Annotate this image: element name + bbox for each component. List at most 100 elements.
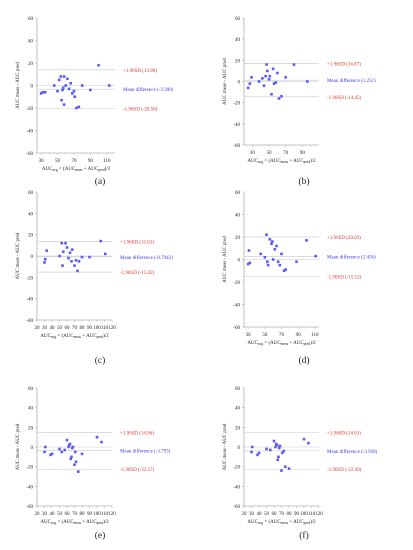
x-axis-label-subscript: avg xyxy=(258,342,263,346)
data-point xyxy=(264,74,267,78)
upper-loa-label: +1.96SD (16.87) xyxy=(327,63,361,68)
y-tick-label: 20 xyxy=(28,426,34,431)
data-point xyxy=(246,86,250,90)
data-point xyxy=(268,74,272,78)
data-point xyxy=(265,233,268,237)
y-tick-label: 60 xyxy=(235,387,241,392)
data-point xyxy=(80,452,84,456)
y-tick-label: 60 xyxy=(235,17,241,22)
y-axis-label: AUC meas - AUC pred xyxy=(223,58,228,105)
data-point xyxy=(275,244,278,248)
data-point xyxy=(261,77,264,80)
x-axis-label-part: = (AUC xyxy=(58,167,76,172)
data-point xyxy=(65,246,69,249)
data-point xyxy=(41,90,45,94)
x-axis-label-subscript: meas xyxy=(74,521,82,525)
data-point xyxy=(275,443,279,447)
data-point xyxy=(250,75,253,79)
mean-label: Mean difference (2.456) xyxy=(327,256,376,261)
x-tick-label: 70 xyxy=(279,333,285,338)
x-axis-label-part: AUC xyxy=(40,334,51,339)
data-point xyxy=(80,84,84,87)
y-tick-label: 20 xyxy=(28,62,34,67)
data-point xyxy=(66,77,69,81)
data-point xyxy=(246,262,250,266)
x-axis-label-part: + AUC xyxy=(288,520,304,525)
data-point xyxy=(276,260,280,264)
x-axis-label-subscript: avg xyxy=(51,521,56,525)
y-tick-label: 20 xyxy=(28,234,34,239)
data-point xyxy=(280,252,283,256)
x-tick-label: 40 xyxy=(50,326,56,331)
lower-loa-label: -1.96SD (-20.56) xyxy=(123,108,158,113)
upper-loa-label: +1.96SD (20.03) xyxy=(327,236,361,241)
x-tick-label: 50 xyxy=(55,159,61,164)
data-point xyxy=(266,263,270,267)
y-tick-label: 0 xyxy=(238,259,241,264)
x-axis-label-part: + AUC xyxy=(81,334,97,339)
x-axis-label-part: = (AUC xyxy=(56,334,74,339)
x-axis-label-subscript: meas xyxy=(281,160,289,164)
data-point xyxy=(257,80,261,83)
x-tick-label: 60 xyxy=(65,512,71,517)
data-point xyxy=(287,467,291,470)
x-axis-label-subscript: pred xyxy=(97,335,104,339)
x-tick-label: 30 xyxy=(250,151,256,156)
data-point xyxy=(284,75,287,79)
data-point xyxy=(266,69,269,73)
data-point xyxy=(58,447,61,451)
x-axis-label-part: AUC xyxy=(40,520,51,525)
bland-altman-panel-a: -60 -40 -20 0 20 40 60 30 50 70 90 110 +1.96SD (13.9… xyxy=(16,17,174,187)
y-axis-label: AUC meas - AUC pred xyxy=(16,423,21,470)
data-point xyxy=(67,256,70,260)
data-point xyxy=(88,255,91,259)
panel-label: (b) xyxy=(298,176,309,187)
x-tick-label: 30 xyxy=(249,512,255,517)
data-point xyxy=(273,248,277,251)
y-tick-label: 0 xyxy=(31,85,34,90)
y-tick-label: 40 xyxy=(28,407,34,412)
upper-loa-label: +1.96SD (13.63) xyxy=(120,240,154,245)
x-axis-label-part: + AUC xyxy=(288,341,304,346)
x-tick-label: 110 xyxy=(101,512,109,517)
x-axis-label-part: + AUC xyxy=(83,167,99,172)
data-point xyxy=(278,263,282,267)
data-point xyxy=(307,441,310,445)
data-point xyxy=(266,260,269,264)
x-tick-label: 80 xyxy=(80,326,86,331)
data-point xyxy=(277,446,281,450)
y-tick-label: 0 xyxy=(31,255,34,260)
data-point xyxy=(256,453,259,457)
y-tick-label: 60 xyxy=(28,387,34,392)
x-tick-label: 90 xyxy=(88,159,94,164)
data-point xyxy=(265,63,268,66)
x-tick-label: 110 xyxy=(103,159,111,164)
x-tick-label: 50 xyxy=(57,326,63,331)
data-point xyxy=(39,92,43,95)
lower-loa-label: -1.96SD (-22.57) xyxy=(120,468,155,473)
x-axis-label-part: = (AUC xyxy=(263,159,281,164)
y-tick-label: 40 xyxy=(235,38,241,43)
x-axis-label-subscript: avg xyxy=(258,160,263,164)
x-axis-label-subscript: meas xyxy=(281,342,289,346)
data-point xyxy=(89,88,92,92)
x-tick-label: 120 xyxy=(108,512,116,517)
data-point xyxy=(61,88,64,92)
data-point xyxy=(49,453,52,457)
data-point xyxy=(61,250,65,254)
data-point xyxy=(69,81,72,85)
data-point xyxy=(277,97,281,100)
data-point xyxy=(274,445,277,449)
upper-loa-label: +1.96SD (14.63) xyxy=(327,432,361,437)
x-axis-label-subscript: pred xyxy=(304,160,311,164)
x-tick-label: 50 xyxy=(262,333,268,338)
x-axis-label: AUCavg = (AUCmeas + AUCpred)/2 xyxy=(247,159,316,164)
data-point xyxy=(73,463,76,466)
y-axis-label: AUC meas - AUC pred xyxy=(223,423,228,470)
y-tick-label: 0 xyxy=(31,446,34,451)
x-axis-label: AUCavg = (AUCmeas + AUCpred)/2 xyxy=(40,520,109,525)
data-point xyxy=(272,439,276,443)
data-point xyxy=(58,254,61,258)
y-tick-label: -40 xyxy=(26,130,33,135)
x-tick-label: 40 xyxy=(50,512,56,517)
